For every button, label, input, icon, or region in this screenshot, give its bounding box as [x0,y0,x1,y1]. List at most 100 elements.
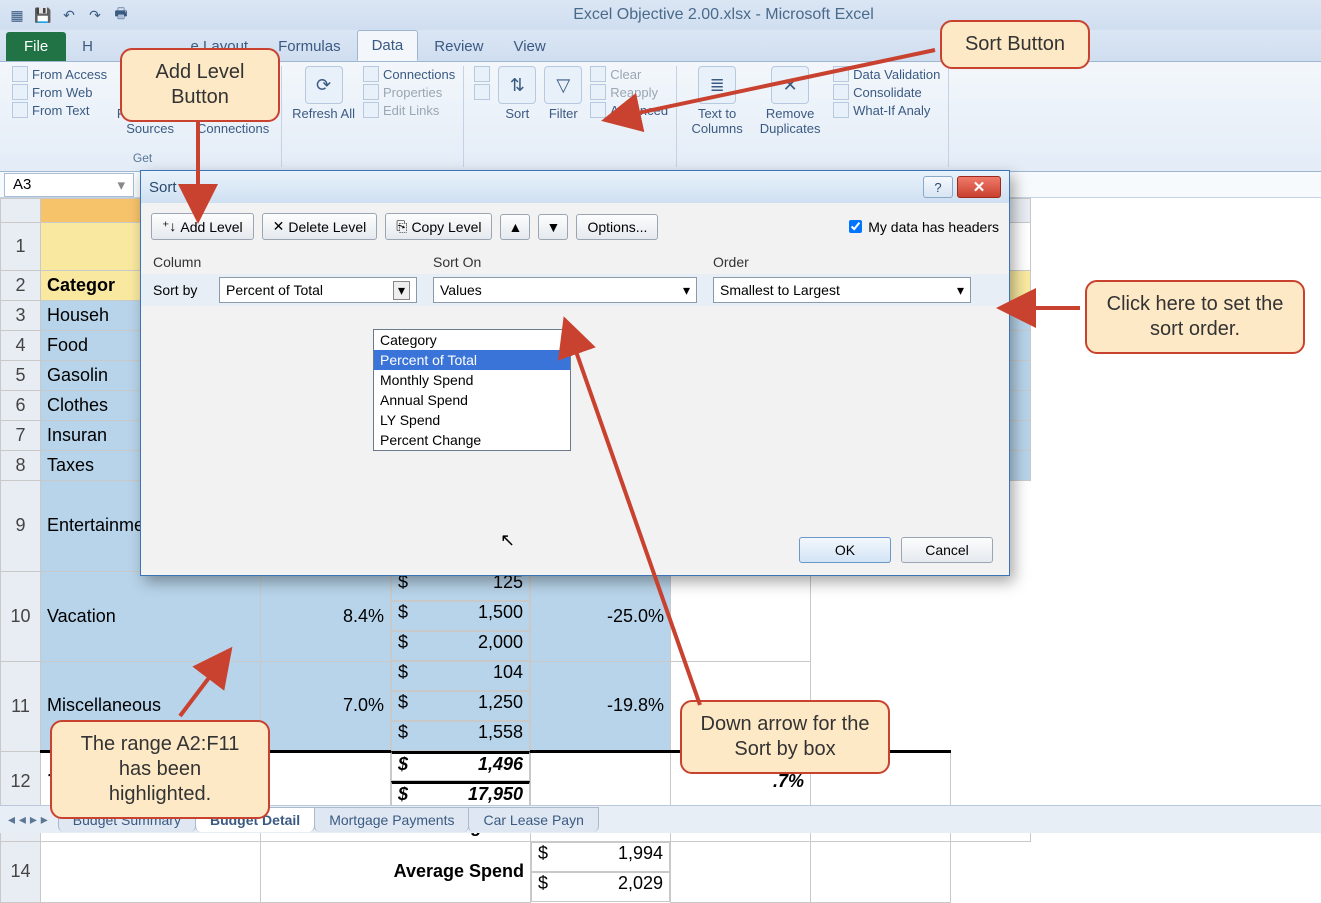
connections-button[interactable]: Connections [363,66,455,82]
dropdown-option[interactable]: Percent of Total [374,350,570,370]
help-button[interactable]: ? [923,176,953,198]
validation-icon [833,66,849,82]
text-to-columns-button[interactable]: ≣Text to Columns [687,66,747,136]
cell[interactable]: $1,558 [391,721,530,751]
tab-view[interactable]: View [499,32,559,61]
dropdown-option[interactable]: Annual Spend [374,390,570,410]
sort-az-button[interactable] [474,66,490,82]
cell[interactable]: $1,250 [391,691,530,721]
properties-button[interactable]: Properties [363,84,455,100]
add-icon: ⁺↓ [162,218,176,235]
order-select[interactable]: Smallest to Largest ▾ [713,277,971,303]
reapply-icon [590,84,606,100]
dialog-footer: OK Cancel [799,537,993,563]
sheet-tab[interactable]: Mortgage Payments [314,807,469,832]
cell[interactable]: -19.8% [531,661,671,751]
save-icon[interactable]: 💾 [32,4,54,26]
name-box-dropdown-icon[interactable]: ▾ [117,176,125,194]
clear-button[interactable]: Clear [590,66,668,82]
dropdown-option[interactable]: LY Spend [374,410,570,430]
dropdown-icon[interactable]: ▾ [957,282,964,299]
dialog-title-bar[interactable]: Sort ? ✕ [141,171,1009,203]
cell[interactable]: 7.0% [261,661,391,751]
tab-file[interactable]: File [6,32,66,61]
refresh-all-button[interactable]: ⟳Refresh All [292,66,355,121]
row-header[interactable]: 11 [1,661,41,751]
delete-level-button[interactable]: ✕Delete Level [262,213,378,240]
tab-review[interactable]: Review [420,32,497,61]
edit-links-icon [363,102,379,118]
tab-home[interactable]: H [68,32,107,61]
row-header[interactable]: 10 [1,571,41,661]
sort-icon: ⇅ [498,66,536,104]
add-level-button[interactable]: ⁺↓Add Level [151,213,254,240]
text-icon [12,102,28,118]
row-header[interactable]: 4 [1,331,41,361]
edit-links-button[interactable]: Edit Links [363,102,455,118]
cell[interactable]: 8.4% [261,571,391,661]
sort-button[interactable]: ⇅Sort [498,66,536,121]
tab-nav[interactable]: ◂ ◂ ▸ ▸ [8,811,48,828]
cancel-button[interactable]: Cancel [901,537,993,563]
remove-duplicates-button[interactable]: ✕Remove Duplicates [755,66,825,136]
row-header[interactable]: 12 [1,751,41,812]
move-down-button[interactable]: ▼ [538,214,568,240]
row-header[interactable]: 5 [1,361,41,391]
dropdown-option[interactable]: Monthly Spend [374,370,570,390]
select-all-corner[interactable] [1,199,41,223]
headers-checkbox-input[interactable] [849,220,862,233]
consolidate-button[interactable]: Consolidate [833,84,940,100]
cell[interactable]: $104 [391,661,530,691]
filter-button[interactable]: ▽Filter [544,66,582,121]
dropdown-icon[interactable]: ▾ [683,282,690,299]
dropdown-option[interactable]: Percent Change [374,430,570,450]
advanced-icon [590,102,606,118]
headers-checkbox[interactable]: My data has headers [849,219,999,235]
from-text-button[interactable]: From Text [12,102,107,118]
copy-level-button[interactable]: ⎘Copy Level [385,213,492,240]
cell[interactable]: $1,496 [391,751,530,781]
reapply-button[interactable]: Reapply [590,84,668,100]
row-header[interactable]: 3 [1,301,41,331]
dropdown-icon[interactable]: ▾ [393,281,410,300]
cell[interactable]: $1,500 [391,601,530,631]
print-icon[interactable]: 🖶 [110,4,132,26]
web-icon [12,84,28,100]
close-button[interactable]: ✕ [957,176,1001,198]
cell[interactable]: $2,029 [531,872,670,902]
sheet-tab[interactable]: Car Lease Payn [468,807,598,832]
sort-by-select[interactable]: Percent of Total ▾ [219,277,417,303]
sort-level-row: Sort by Percent of Total ▾ Values ▾ Smal… [141,274,1009,306]
ok-button[interactable]: OK [799,537,891,563]
row-header[interactable]: 7 [1,421,41,451]
move-up-button[interactable]: ▲ [500,214,530,240]
advanced-button[interactable]: Advanced [590,102,668,118]
cell[interactable]: Vacation [41,571,261,661]
row-header[interactable]: 14 [1,842,41,903]
cell[interactable]: $2,000 [391,631,530,661]
dropdown-option[interactable]: Category [374,330,570,350]
cell[interactable]: Average Spend [261,842,531,903]
redo-icon[interactable]: ↷ [84,4,106,26]
name-box[interactable]: A3 ▾ [4,173,134,197]
tab-data[interactable]: Data [357,30,419,61]
cell[interactable]: -25.0% [531,571,671,661]
whatif-button[interactable]: What-If Analy [833,102,940,118]
sort-by-dropdown-list[interactable]: Category Percent of Total Monthly Spend … [373,329,571,451]
row-header[interactable]: 1 [1,223,41,271]
group-label: Get [12,151,273,165]
from-access-button[interactable]: From Access [12,66,107,82]
column-header: Sort On [433,254,713,270]
row-header[interactable]: 6 [1,391,41,421]
sort-za-button[interactable] [474,84,490,100]
row-header[interactable]: 2 [1,271,41,301]
data-validation-button[interactable]: Data Validation [833,66,940,82]
row-header[interactable]: 9 [1,481,41,572]
cell[interactable]: $1,994 [531,842,670,872]
sort-on-select[interactable]: Values ▾ [433,277,697,303]
row-header[interactable]: 8 [1,451,41,481]
from-web-button[interactable]: From Web [12,84,107,100]
sort-dialog: Sort ? ✕ ⁺↓Add Level ✕Delete Level ⎘Copy… [140,170,1010,576]
undo-icon[interactable]: ↶ [58,4,80,26]
options-button[interactable]: Options... [576,214,658,240]
